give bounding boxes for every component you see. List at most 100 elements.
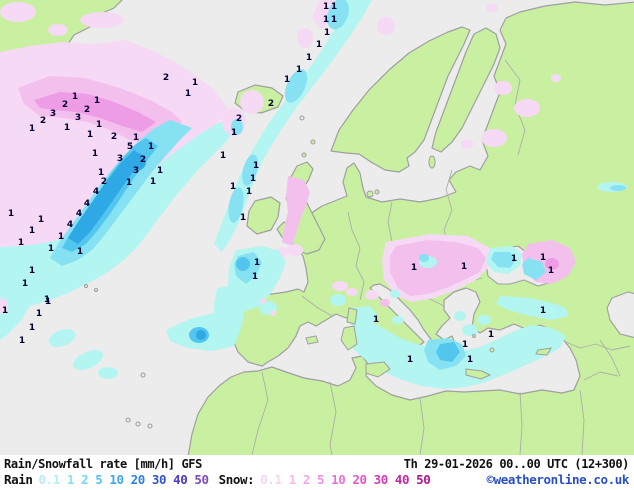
precip-value-label: 2: [268, 99, 274, 109]
precip-value-label: 1: [411, 263, 417, 273]
precip-value-label: 1: [126, 178, 132, 188]
precip-value-label: 1: [253, 161, 259, 171]
rain-patch: [48, 329, 76, 347]
precip-value-label: 2: [140, 155, 146, 165]
precip-value-label: 4: [84, 199, 90, 209]
snow-patch: [287, 244, 303, 256]
rain-strong-atlantic: [68, 150, 144, 244]
rain-patch: [454, 311, 466, 321]
precip-value-label: 1: [246, 187, 252, 197]
rain-patch: [98, 367, 118, 379]
precip-value-label: 1: [540, 253, 546, 263]
snow-patch: [0, 2, 36, 22]
precip-value-label: 1: [231, 128, 237, 138]
precip-value-label: 1: [331, 2, 337, 12]
rain-patch: [242, 154, 258, 186]
legend-scale-row: Rain 0.1 1 2 5 10 20 30 40 50 Snow: 0.1 1 2 5 10 20 30…: [0, 471, 634, 487]
snow-area-balkans: [390, 240, 486, 296]
precip-value-label: 1: [185, 89, 191, 99]
precip-value-label: 4: [67, 220, 73, 230]
precip-value-label: 1: [220, 151, 226, 161]
rain-patch: [73, 350, 103, 370]
rain-patch: [240, 292, 264, 308]
rain-area-portugal: [214, 284, 246, 349]
snow-patch: [0, 298, 8, 314]
snow-patch: [365, 290, 379, 300]
snow-patch: [494, 81, 512, 95]
snow-scale-value: 30: [373, 472, 389, 487]
island-layer: [83, 115, 552, 429]
precip-value-label: 1: [148, 142, 154, 152]
rain-band-black-sea: [491, 252, 516, 268]
snow-patch: [486, 4, 498, 12]
rain-scale-value: 10: [109, 472, 124, 487]
precip-value-label: 1: [94, 96, 100, 106]
precip-value-label: 1: [36, 309, 42, 319]
precip-value-label: 1: [38, 215, 44, 225]
precip-value-label: 1: [92, 149, 98, 159]
precip-value-label: 1: [87, 130, 93, 140]
snow-patch: [48, 24, 68, 36]
precip-value-label: 1: [29, 124, 35, 134]
island-shetland: [310, 139, 316, 145]
snow-scale: 0.1 1 2 5 10 20 30 40 50: [260, 472, 431, 487]
precip-value-label: 1: [58, 232, 64, 242]
island-azores-2: [93, 287, 99, 293]
island-faroe: [299, 115, 305, 121]
snow-patch: [332, 281, 348, 291]
precip-value-label: 4: [76, 209, 82, 219]
rain-scale-value: 50: [194, 472, 209, 487]
rain-patch: [610, 185, 626, 191]
precip-value-label: 1: [96, 120, 102, 130]
precip-value-label: 1: [29, 266, 35, 276]
rain-area-turkey-coast: [496, 296, 568, 320]
snow-scale-label: Snow:: [218, 472, 255, 487]
precip-value-label: 1: [192, 78, 198, 88]
precip-value-label: 1: [511, 254, 517, 264]
precip-value-label: 1: [18, 238, 24, 248]
snow-scale-value: 50: [416, 472, 431, 487]
precip-value-label: 1: [548, 266, 554, 276]
snow-patch: [346, 288, 358, 296]
island-corsica: [346, 307, 358, 325]
rain-scale-value: 1: [66, 472, 75, 487]
precip-value-label: 3: [117, 154, 123, 164]
island-madeira: [140, 372, 146, 378]
precip-value-label: 1: [2, 306, 8, 316]
precip-value-label: 3: [133, 166, 139, 176]
island-cyprus: [535, 347, 552, 356]
precip-value-label: 1: [324, 28, 330, 38]
precip-value-label: 1: [254, 258, 260, 268]
precip-value-label: 1: [407, 355, 413, 365]
rain-scale: 0.1 1 2 5 10 20 30 40 50: [39, 472, 210, 487]
precip-value-label: 1: [45, 297, 51, 307]
rain-patch: [390, 290, 400, 298]
precip-value-label: 1: [323, 2, 329, 12]
snow-patch: [461, 139, 473, 149]
precip-value-label: 1: [8, 209, 14, 219]
precip-value-label: 1: [240, 213, 246, 223]
snow-patch: [551, 74, 561, 82]
precip-value-label: 1: [98, 168, 104, 178]
snow-scale-value: 40: [394, 472, 410, 487]
precip-value-label: 1: [77, 247, 83, 257]
rain-patch: [462, 324, 478, 336]
island-orkney: [301, 152, 307, 158]
snow-patch: [80, 12, 124, 28]
precip-value-label: 3: [50, 109, 56, 119]
snow-scale-value: 0.1: [260, 472, 282, 487]
island-canary-2: [135, 421, 141, 427]
precip-value-label: 2: [84, 105, 90, 115]
precip-value-label: 1: [230, 182, 236, 192]
island-sardinia: [340, 325, 358, 351]
island-canary-3: [147, 423, 153, 429]
precip-value-label: 5: [127, 142, 133, 152]
precip-value-label: 1: [331, 15, 337, 25]
precip-value-label: 1: [461, 262, 467, 272]
snow-patch: [260, 298, 266, 304]
land-scandinavia: [330, 26, 471, 173]
precip-value-label: 1: [373, 315, 379, 325]
precip-value-label: 1: [157, 166, 163, 176]
